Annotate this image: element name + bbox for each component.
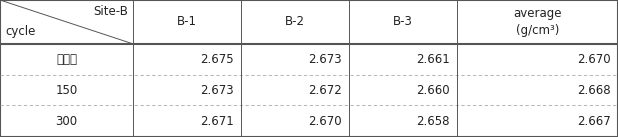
- Text: 2.668: 2.668: [577, 84, 611, 97]
- Text: 2.660: 2.660: [417, 84, 450, 97]
- Text: 2.673: 2.673: [200, 84, 234, 97]
- Text: 2.672: 2.672: [308, 84, 342, 97]
- Text: 150: 150: [55, 84, 78, 97]
- Text: 2.670: 2.670: [308, 115, 342, 128]
- Text: 2.661: 2.661: [416, 53, 450, 66]
- Text: 2.670: 2.670: [577, 53, 611, 66]
- Text: B-3: B-3: [393, 15, 413, 28]
- Text: 2.667: 2.667: [577, 115, 611, 128]
- Text: 2.675: 2.675: [200, 53, 234, 66]
- Text: 2.671: 2.671: [200, 115, 234, 128]
- Text: cycle: cycle: [5, 25, 35, 38]
- Text: average
(g/cm³): average (g/cm³): [514, 7, 562, 37]
- Text: B-2: B-2: [285, 15, 305, 28]
- Text: 2.658: 2.658: [417, 115, 450, 128]
- Text: 초기값: 초기값: [56, 53, 77, 66]
- Text: Site-B: Site-B: [93, 5, 128, 18]
- Text: 300: 300: [56, 115, 77, 128]
- Text: 2.673: 2.673: [308, 53, 342, 66]
- Text: B-1: B-1: [177, 15, 197, 28]
